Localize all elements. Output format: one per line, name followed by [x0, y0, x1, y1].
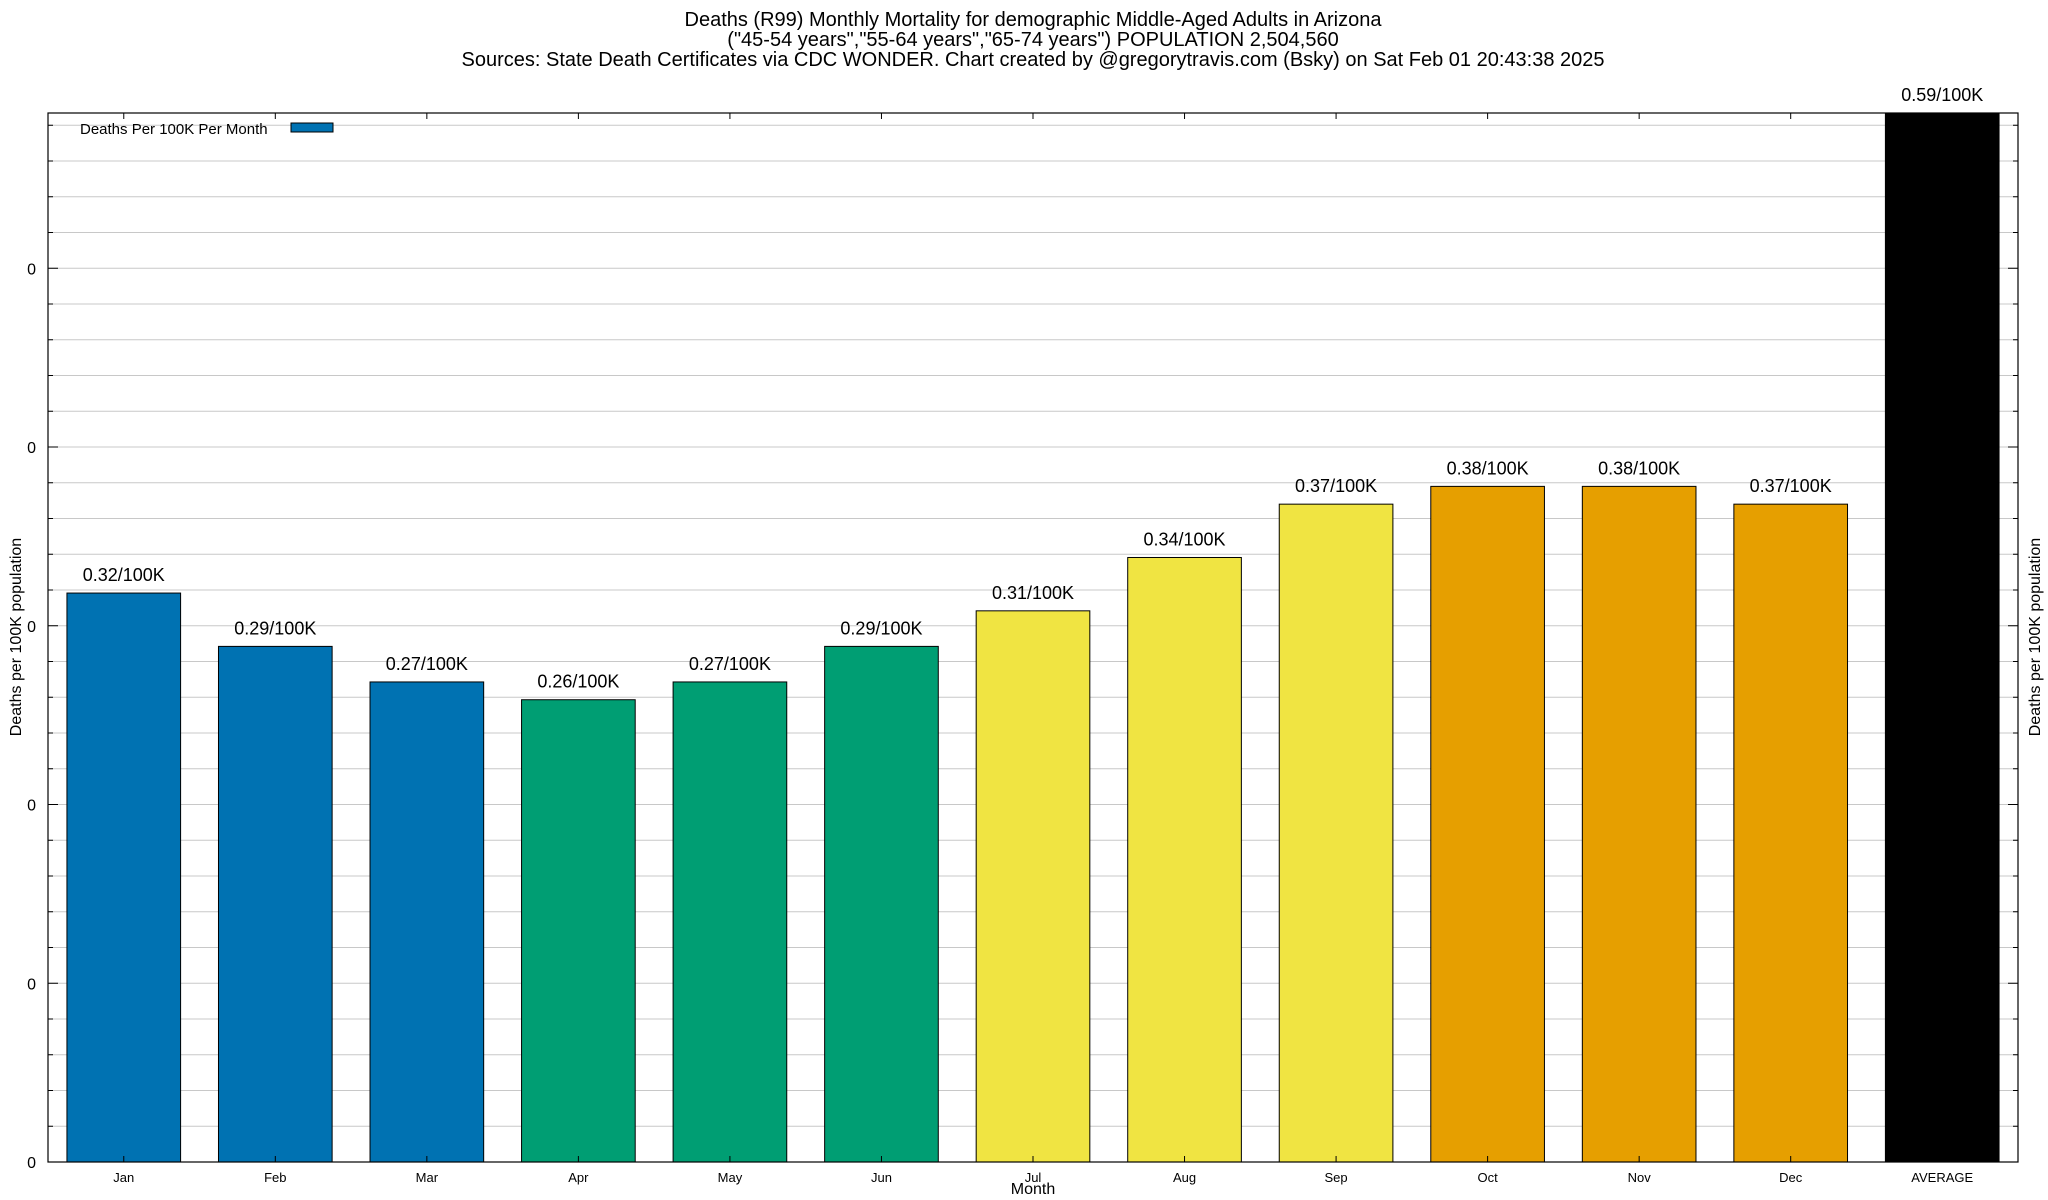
- y-axis-title: Deaths per 100K population: [8, 538, 25, 736]
- bar-jun: [824, 645, 939, 1163]
- legend-swatch: [290, 122, 334, 133]
- x-tick-label: Nov: [1628, 1170, 1652, 1185]
- x-tick-label: May: [718, 1170, 743, 1185]
- bar-apr: [521, 699, 636, 1163]
- x-tick-label: Sep: [1325, 1170, 1348, 1185]
- bar-mar: [369, 681, 485, 1163]
- bar-dec: [1733, 503, 1849, 1163]
- bar-value-label: 0.31/100K: [992, 583, 1074, 603]
- bar-value-label: 0.37/100K: [1750, 476, 1832, 496]
- bar-feb: [217, 645, 333, 1163]
- bar-may: [672, 681, 788, 1163]
- bar-value-label: 0.27/100K: [689, 654, 771, 674]
- y-tick-label: 0: [27, 619, 36, 636]
- bar-sep: [1278, 503, 1394, 1163]
- x-tick-label: Mar: [416, 1170, 439, 1185]
- x-tick-label: Oct: [1477, 1170, 1498, 1185]
- x-axis-title: Month: [1011, 1181, 1055, 1198]
- y-tick-label: 0: [27, 798, 36, 815]
- x-tick-label: Jan: [113, 1170, 134, 1185]
- bar-oct: [1430, 485, 1545, 1163]
- bar-aug: [1127, 556, 1242, 1163]
- bar-value-label: 0.27/100K: [386, 654, 468, 674]
- chart-title-line-3: Sources: State Death Certificates via CD…: [462, 49, 1605, 71]
- y-tick-label: 0: [27, 1155, 36, 1172]
- legend-label: Deaths Per 100K Per Month: [80, 121, 268, 138]
- bar-value-label: 0.29/100K: [840, 618, 922, 638]
- bar-nov: [1581, 485, 1697, 1163]
- bar-value-label: 0.37/100K: [1295, 476, 1377, 496]
- x-tick-label: Aug: [1173, 1170, 1196, 1185]
- bar-jan: [66, 592, 182, 1163]
- x-tick-label: Jun: [871, 1170, 892, 1185]
- bar-value-label: 0.26/100K: [537, 672, 619, 692]
- bar-value-label: 0.34/100K: [1143, 529, 1225, 549]
- x-tick-label: Apr: [568, 1170, 589, 1185]
- x-tick-label: AVERAGE: [1911, 1170, 1973, 1185]
- bar-average: [1884, 112, 2000, 1163]
- bar-value-label: 0.32/100K: [83, 565, 165, 585]
- chart-title-line-2: ("45-54 years","55-64 years","65-74 year…: [727, 29, 1338, 51]
- chart-title-line-1: Deaths (R99) Monthly Mortality for demog…: [685, 9, 1383, 31]
- bar-jul: [975, 610, 1091, 1163]
- y-tick-label: 0: [27, 440, 36, 457]
- x-tick-label: Dec: [1779, 1170, 1803, 1185]
- bar-value-label: 0.38/100K: [1447, 458, 1529, 478]
- x-tick-label: Jul: [1025, 1170, 1042, 1185]
- bar-value-label: 0.38/100K: [1598, 458, 1680, 478]
- y2-axis-title: Deaths per 100K population: [2027, 538, 2044, 736]
- plot-border: [47, 112, 2019, 1163]
- x-tick-label: Feb: [264, 1170, 286, 1185]
- y-tick-label: 0: [27, 261, 36, 278]
- y-tick-label: 0: [27, 976, 36, 993]
- bar-value-label: 0.29/100K: [234, 618, 316, 638]
- bar-value-label: 0.59/100K: [1901, 85, 1983, 105]
